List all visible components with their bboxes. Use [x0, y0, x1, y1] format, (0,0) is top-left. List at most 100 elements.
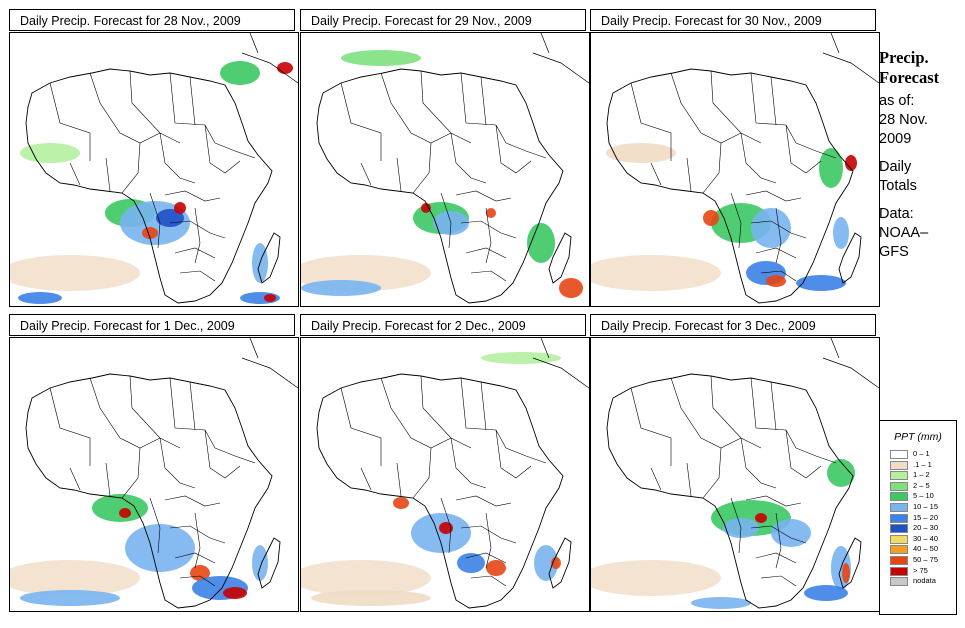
country-border: [630, 387, 672, 466]
legend-label: 40 – 50: [913, 544, 939, 554]
legend-label: 15 – 20: [913, 512, 939, 522]
country-border: [189, 381, 196, 431]
precip-area: [18, 292, 62, 304]
legend-label: 50 – 75: [913, 554, 939, 564]
country-border: [194, 512, 201, 569]
legend-row: 20 – 30: [880, 523, 956, 534]
country-border: [650, 162, 662, 186]
country-border: [129, 70, 181, 144]
legend-label: 10 – 15: [913, 501, 939, 511]
legend-swatch: [890, 513, 908, 523]
arabia-coastline: [532, 338, 589, 389]
country-border: [164, 495, 221, 507]
precip-haze: [10, 255, 140, 291]
country-border: [710, 375, 762, 449]
country-border: [485, 512, 492, 569]
country-border: [360, 162, 372, 186]
country-border: [686, 462, 692, 497]
precip-area: [559, 278, 583, 298]
precip-area: [833, 217, 849, 249]
country-border: [750, 220, 807, 239]
legend-swatch: [890, 481, 908, 491]
precip-area: [264, 294, 276, 302]
legend-swatch: [890, 450, 908, 459]
country-border: [745, 190, 802, 202]
precip-haze: [10, 560, 140, 596]
precip-area: [827, 459, 855, 487]
africa-map-svg: [591, 338, 879, 611]
country-border: [360, 467, 372, 491]
panel-title: Daily Precip. Forecast for 30 Nov., 2009: [590, 9, 876, 31]
country-border: [702, 142, 722, 194]
country-border: [340, 82, 382, 161]
country-border: [795, 447, 837, 464]
country-border: [164, 190, 221, 202]
legend-row: nodata: [880, 576, 956, 587]
country-border: [775, 512, 782, 569]
country-border: [450, 132, 487, 184]
country-border: [795, 142, 837, 159]
country-border: [455, 495, 512, 507]
country-border: [465, 247, 507, 259]
legend-swatch: [890, 492, 908, 502]
precip-area: [190, 565, 210, 581]
legend-label: 30 – 40: [913, 533, 939, 543]
madagascar-outline: [548, 232, 572, 284]
country-border: [159, 132, 196, 184]
madagascar-outline: [257, 537, 281, 589]
arabia-coastline: [241, 33, 298, 84]
panel-title: Daily Precip. Forecast for 1 Dec., 2009: [9, 314, 295, 336]
country-border: [420, 375, 472, 449]
country-border: [650, 467, 662, 491]
country-border: [169, 72, 216, 144]
country-border: [396, 157, 402, 192]
precip-area: [819, 148, 843, 188]
country-border: [174, 552, 216, 564]
legend-label: 1 – 2: [913, 470, 930, 480]
legend-swatch: [890, 471, 908, 481]
precip-map: [9, 337, 299, 612]
country-border: [670, 72, 742, 144]
country-border: [750, 525, 807, 544]
country-border: [760, 575, 797, 587]
country-border: [470, 270, 507, 282]
country-border: [485, 207, 492, 264]
country-border: [686, 157, 692, 192]
country-border: [204, 429, 241, 479]
precip-area: [393, 497, 409, 509]
precip-area: [174, 202, 186, 214]
asof-line2: 28 Nov.: [879, 112, 928, 128]
precip-map: [590, 32, 880, 307]
precip-area: [252, 545, 268, 581]
data-line2: NOAA–: [879, 225, 929, 241]
country-border: [710, 70, 762, 144]
forecast-panel-4: Daily Precip. Forecast for 1 Dec., 2009: [9, 314, 299, 613]
africa-map-svg: [591, 33, 879, 306]
legend-row: .1 – 1: [880, 460, 956, 471]
country-border: [770, 381, 777, 431]
country-border: [745, 495, 802, 507]
country-border: [505, 142, 547, 159]
precip-area: [457, 553, 485, 573]
precip-map: [300, 32, 590, 307]
country-border: [380, 377, 452, 449]
legend-row: 1 – 2: [880, 470, 956, 481]
precip-map: [9, 32, 299, 307]
legend-row: 30 – 40: [880, 534, 956, 545]
country-border: [214, 142, 256, 159]
africa-coastline: [316, 68, 564, 304]
country-border: [49, 82, 91, 161]
country-border: [465, 552, 507, 564]
country-border: [89, 377, 161, 449]
legend-label: 2 – 5: [913, 480, 930, 490]
country-border: [760, 270, 797, 282]
africa-map-svg: [10, 33, 298, 306]
africa-coastline: [25, 68, 273, 304]
forecast-panel-2: Daily Precip. Forecast for 29 Nov., 2009: [300, 9, 590, 308]
precip-area: [277, 62, 293, 74]
precip-area: [771, 519, 811, 547]
legend-swatch: [890, 534, 908, 544]
country-border: [785, 124, 822, 174]
